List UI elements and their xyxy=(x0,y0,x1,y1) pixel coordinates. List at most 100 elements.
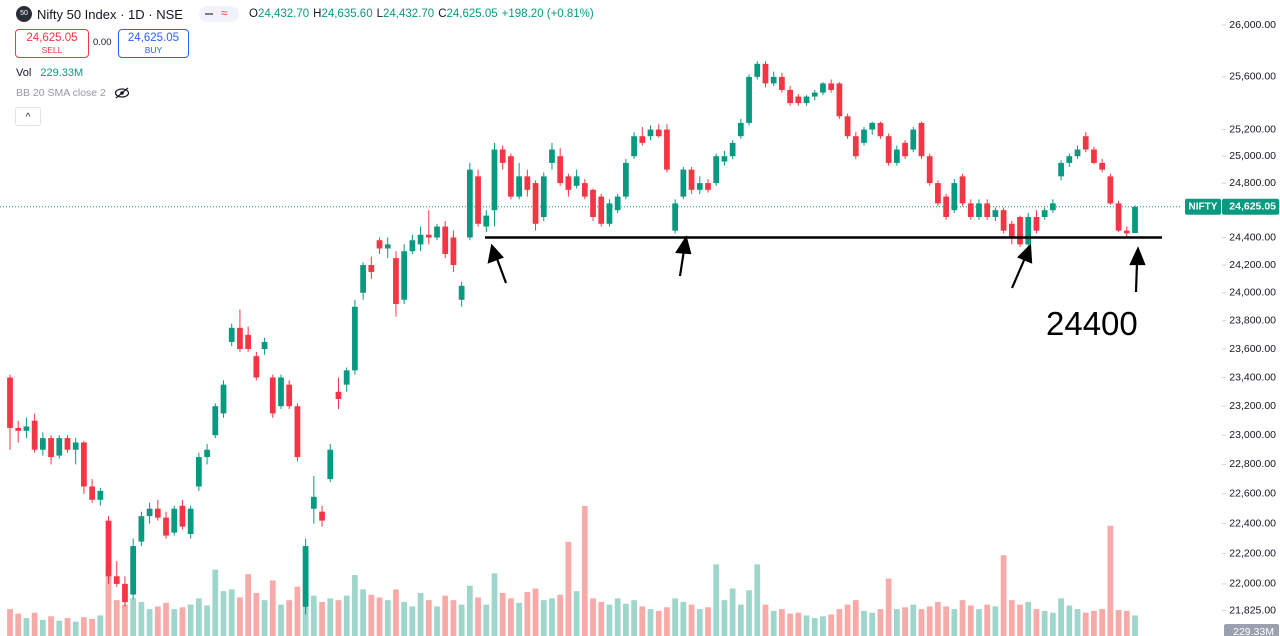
arrow-head xyxy=(675,235,692,255)
candle-body xyxy=(951,183,958,211)
candle-body xyxy=(56,438,63,456)
candle-body xyxy=(779,76,785,90)
volume-bar xyxy=(581,506,588,636)
candle-body xyxy=(269,377,276,414)
candle-body xyxy=(869,122,876,130)
volume-bar xyxy=(1099,609,1106,636)
candle-body xyxy=(705,183,711,190)
volume-bar xyxy=(220,591,227,636)
volume-bar xyxy=(811,618,818,636)
candle-body xyxy=(72,442,79,450)
candle-body xyxy=(737,122,744,137)
volume-bar xyxy=(787,613,793,636)
volume-bar xyxy=(1107,525,1114,636)
ohlc-value: 24,625.05 xyxy=(446,8,498,20)
volume-bar xyxy=(343,595,350,636)
symbol-title[interactable]: Nifty 50 Index · 1D · NSE xyxy=(37,7,183,22)
volume-bar xyxy=(1074,609,1081,636)
candle-body xyxy=(23,426,30,431)
ohlc-legend: O24,432.70 H24,635.60 L24,432.70 C24,625.05… xyxy=(249,8,594,20)
sell-price: 24,625.05 xyxy=(26,32,78,44)
volume-bar xyxy=(31,612,38,636)
candle-body xyxy=(212,406,219,436)
volume-bar xyxy=(573,591,580,636)
sell-button[interactable]: 24,625.05 SELL xyxy=(15,29,89,58)
volume-bar xyxy=(56,620,63,636)
symbol-logo: 50 xyxy=(16,6,32,22)
volume-name: Vol xyxy=(16,67,32,79)
volume-bar xyxy=(72,621,79,636)
candle-body xyxy=(1091,149,1097,163)
candle-body xyxy=(130,546,137,595)
candle-body xyxy=(278,377,284,407)
volume-bar xyxy=(187,604,194,636)
candle-body xyxy=(1025,216,1032,245)
candle-body xyxy=(557,156,564,184)
volume-bar xyxy=(803,615,810,636)
volume-bar xyxy=(1132,615,1138,636)
volume-bar xyxy=(278,604,284,636)
hide-icon[interactable] xyxy=(114,87,130,99)
candle-body xyxy=(163,517,169,536)
candle-body xyxy=(286,384,293,407)
candle-body xyxy=(861,129,867,143)
candle-body xyxy=(795,96,802,104)
volume-bar xyxy=(639,606,646,636)
indicator-legend: BB 20 SMA close 2 xyxy=(16,87,130,99)
ohlc-key: L xyxy=(376,8,384,20)
y-tick-label: 26,000.00 xyxy=(1229,19,1276,31)
candle-body xyxy=(664,129,670,170)
volume-bar xyxy=(352,575,358,636)
volume-bar xyxy=(253,592,260,636)
arrow xyxy=(1134,261,1139,293)
candle-body xyxy=(508,156,514,197)
volume-bar xyxy=(836,609,843,636)
y-tick-label: 22,000.00 xyxy=(1229,578,1276,590)
volume-bar xyxy=(631,600,637,636)
arrow-head xyxy=(1129,246,1146,266)
volume-bar xyxy=(877,609,884,636)
candle-body xyxy=(820,83,826,93)
candle-body xyxy=(516,176,522,197)
volume-bar xyxy=(746,590,752,636)
volume-bar xyxy=(237,597,243,636)
y-tick-label: 25,000.00 xyxy=(1229,150,1276,162)
status-pill[interactable]: ≈ xyxy=(199,6,239,22)
candle-body xyxy=(237,327,243,350)
y-tick-label: 23,800.00 xyxy=(1229,315,1276,327)
candle-body xyxy=(491,149,498,211)
volume-bar xyxy=(64,618,71,636)
volume-bar xyxy=(269,580,276,636)
volume-bar xyxy=(893,609,900,636)
volume-bar xyxy=(779,609,785,636)
price-change: +198.20 (+0.81%) xyxy=(501,8,594,20)
candle-body xyxy=(376,240,383,249)
volume-bar xyxy=(655,610,662,636)
candle-body xyxy=(434,226,440,238)
volume-bar xyxy=(434,606,440,636)
candle-body xyxy=(409,240,416,252)
collapse-button[interactable]: ^ xyxy=(15,107,41,126)
volume-bar xyxy=(163,602,169,636)
candle-body xyxy=(967,203,974,217)
candle-body xyxy=(713,156,720,184)
volume-bar xyxy=(672,598,679,636)
y-tick-label: 22,200.00 xyxy=(1229,547,1276,559)
candle-body xyxy=(401,251,408,300)
volume-bar xyxy=(15,613,22,636)
candle-body xyxy=(680,169,687,197)
candles xyxy=(7,61,1138,615)
candle-body xyxy=(631,136,637,157)
volume-bar xyxy=(310,595,317,636)
candle-body xyxy=(499,149,506,163)
volume-bar xyxy=(680,601,687,636)
volume-bar xyxy=(376,597,383,636)
volume-bar xyxy=(598,601,605,636)
candle-body xyxy=(245,334,252,350)
last-price-label: 24,625.05 xyxy=(1229,201,1276,213)
volume-bar xyxy=(967,605,974,636)
volume-bar xyxy=(935,601,941,636)
candle-body xyxy=(97,490,104,500)
buy-button[interactable]: 24,625.05 BUY xyxy=(118,29,189,58)
candle-body xyxy=(787,89,793,104)
